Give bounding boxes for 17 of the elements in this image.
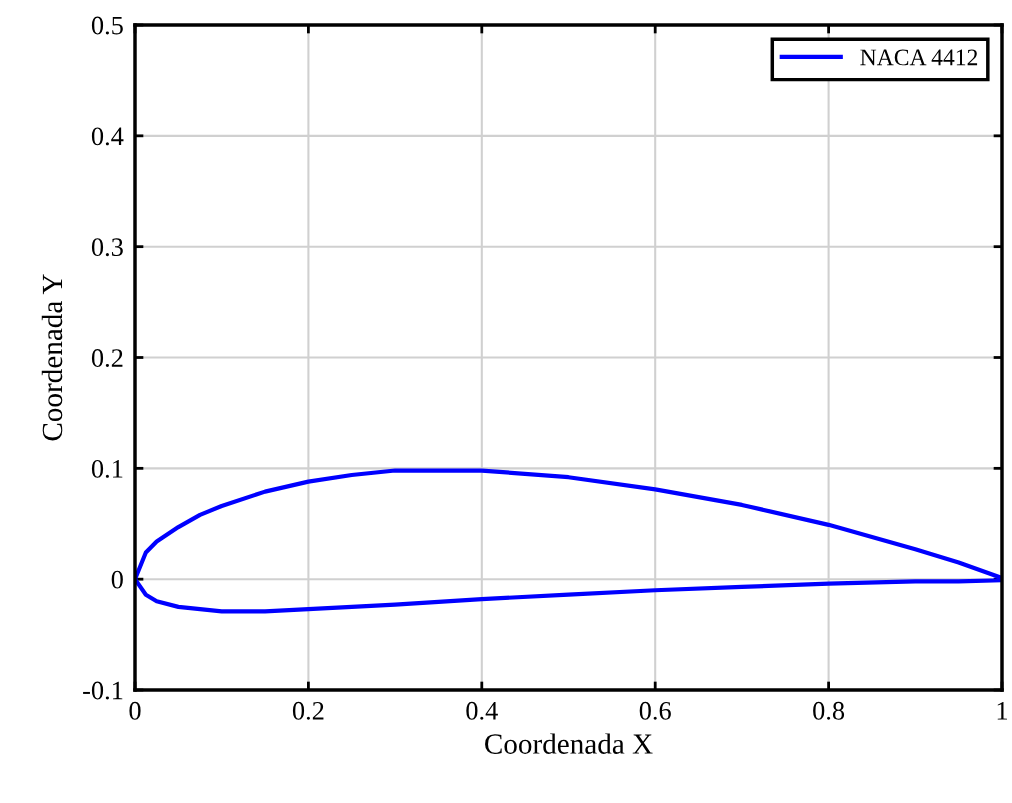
y-tick-label: 0.1 [91,459,123,478]
y-tick-label: 0.4 [91,127,124,146]
x-tick-label: 0.8 [813,701,845,720]
x-tick-label: 1 [997,702,1008,720]
y-tick-label: 0.3 [91,238,123,257]
y-tick-label: 0.2 [91,349,123,368]
x-tick-label: 0 [129,701,141,720]
y-axis-title: Coordenada Y [41,274,63,441]
x-tick-label: 0.2 [292,701,324,720]
legend-label: NACA 4412 [860,49,978,66]
x-tick-label: 0.6 [639,701,671,720]
y-tick-label: -0.1 [83,681,123,700]
y-tick-label: 0 [111,570,123,589]
x-axis-title: Coordenada X [485,733,653,754]
line-series [135,468,1002,614]
x-tick-label: 0.4 [466,701,498,720]
y-tick-label: 0.5 [91,16,123,35]
